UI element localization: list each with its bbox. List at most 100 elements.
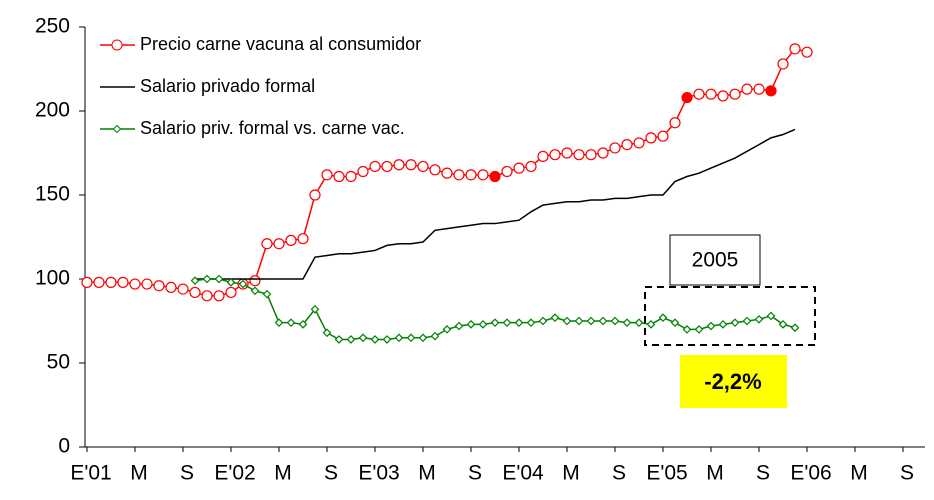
marker <box>490 318 500 328</box>
marker <box>513 162 525 174</box>
marker <box>346 335 356 344</box>
marker <box>274 318 284 328</box>
marker <box>681 91 693 104</box>
marker <box>261 238 273 250</box>
legend-marker <box>111 39 123 51</box>
marker <box>382 335 392 344</box>
highlight-box <box>644 286 816 346</box>
marker <box>741 83 753 95</box>
x-tick-label: M <box>562 462 580 485</box>
marker <box>537 150 549 162</box>
marker <box>657 130 669 142</box>
marker <box>670 318 680 328</box>
marker <box>189 286 201 299</box>
marker <box>669 117 681 129</box>
x-tick-label: E'05 <box>646 462 687 485</box>
x-tick-label: E'04 <box>502 462 544 485</box>
marker <box>729 88 741 100</box>
marker <box>801 46 813 58</box>
marker <box>562 316 572 326</box>
marker <box>705 88 717 100</box>
marker <box>286 318 296 328</box>
x-tick-label: M <box>706 462 724 485</box>
series-line <box>194 278 796 341</box>
marker <box>633 137 645 149</box>
x-tick-label: S <box>324 462 338 485</box>
marker <box>177 283 189 295</box>
marker <box>693 88 705 100</box>
marker <box>466 320 476 329</box>
marker <box>394 333 404 343</box>
marker <box>201 290 213 302</box>
marker <box>573 149 585 161</box>
marker <box>441 167 453 179</box>
marker <box>609 142 621 154</box>
marker <box>105 276 117 288</box>
annotation-box <box>680 355 787 408</box>
marker <box>790 323 800 333</box>
marker <box>622 318 632 328</box>
marker <box>538 316 548 326</box>
marker <box>418 333 428 343</box>
marker <box>561 147 573 159</box>
marker <box>550 313 560 322</box>
marker <box>417 160 429 173</box>
marker <box>489 170 501 183</box>
marker <box>777 58 789 70</box>
marker <box>225 286 237 299</box>
marker <box>730 318 740 328</box>
marker <box>345 170 357 183</box>
marker <box>658 313 668 322</box>
marker <box>502 318 512 328</box>
marker <box>525 160 537 173</box>
marker <box>586 316 596 326</box>
marker <box>634 318 644 328</box>
marker <box>333 170 345 183</box>
marker <box>682 325 692 334</box>
marker <box>585 149 597 161</box>
x-tick-label: S <box>180 462 194 485</box>
marker <box>477 169 489 181</box>
marker <box>393 159 405 171</box>
annotation-box <box>669 234 761 286</box>
x-tick-label: M <box>130 462 148 485</box>
marker <box>646 320 656 329</box>
y-tick-label: 200 <box>35 99 70 122</box>
x-tick-label: M <box>274 462 292 485</box>
x-tick-label: S <box>900 462 914 485</box>
marker <box>358 333 368 343</box>
marker <box>442 325 452 334</box>
x-tick-label: M <box>850 462 868 485</box>
marker <box>574 316 584 326</box>
marker <box>262 289 272 299</box>
marker <box>153 280 165 292</box>
marker <box>93 276 105 288</box>
marker <box>226 278 236 287</box>
marker <box>310 304 320 314</box>
x-tick-label: E'01 <box>70 462 111 485</box>
marker <box>778 320 788 329</box>
marker <box>165 281 177 293</box>
marker <box>141 278 153 290</box>
marker <box>645 132 657 144</box>
marker <box>81 276 93 288</box>
marker <box>321 169 333 181</box>
x-tick-label: M <box>418 462 436 485</box>
marker <box>297 233 309 245</box>
marker <box>478 320 488 329</box>
marker <box>381 160 393 173</box>
marker <box>706 321 716 331</box>
marker <box>202 274 212 284</box>
marker <box>597 147 609 159</box>
marker <box>549 149 561 161</box>
marker <box>285 234 297 246</box>
legend-label: Precio carne vacuna al consumidor <box>140 34 421 54</box>
marker <box>694 325 704 334</box>
marker <box>250 286 260 296</box>
y-tick-label: 150 <box>35 183 70 206</box>
marker <box>789 43 801 55</box>
marker <box>718 320 728 329</box>
marker <box>249 275 261 287</box>
marker <box>406 333 416 343</box>
